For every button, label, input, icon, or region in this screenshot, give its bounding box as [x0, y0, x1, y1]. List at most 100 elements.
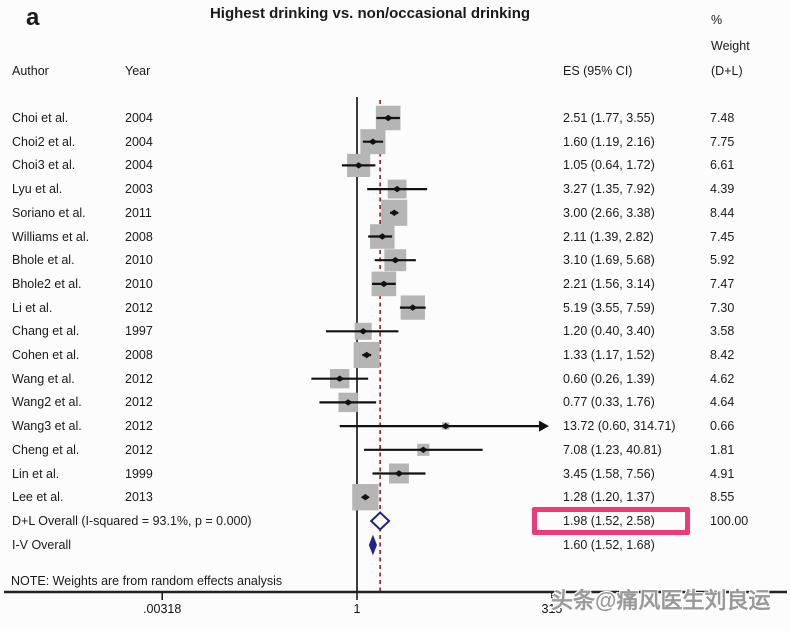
- overall-es-ci: 1.60 (1.52, 1.68): [563, 538, 655, 552]
- study-year: 2012: [125, 442, 153, 457]
- study-year: 2004: [125, 158, 153, 173]
- point-estimate-marker: [354, 162, 364, 169]
- overall-es-ci: 1.98 (1.52, 2.58): [563, 514, 655, 528]
- overall-label: D+L Overall (I-squared = 93.1%, p = 0.00…: [12, 514, 252, 528]
- overall-diamond: [369, 511, 391, 531]
- study-es-ci: 3.10 (1.69, 5.68): [563, 253, 655, 268]
- study-year: 2004: [125, 111, 153, 125]
- point-estimate-marker: [383, 114, 393, 122]
- x-axis-tick-label: 1: [354, 602, 361, 616]
- study-weight: 0.66: [710, 419, 735, 434]
- point-estimate-marker: [394, 470, 404, 477]
- column-header-author: Author: [12, 64, 49, 78]
- study-es-ci: 13.72 (0.60, 314.71): [563, 419, 676, 434]
- study-weight: 7.30: [710, 300, 735, 315]
- study-author: Cheng et al.: [12, 442, 80, 457]
- study-weight: 8.55: [710, 490, 735, 505]
- study-year: 1997: [125, 324, 153, 339]
- study-year: 2010: [125, 253, 153, 268]
- study-es-ci: 0.60 (0.26, 1.39): [563, 371, 655, 386]
- study-weight: 7.75: [710, 134, 735, 149]
- study-weight: 3.58: [710, 324, 735, 339]
- point-estimate-marker: [362, 351, 372, 359]
- study-author: Williams et al.: [12, 229, 90, 244]
- study-author: Lin et al.: [12, 466, 60, 481]
- point-estimate-marker: [335, 375, 345, 382]
- study-weight: 5.92: [710, 253, 735, 268]
- study-author: Choi et al.: [12, 111, 69, 125]
- study-weight: 4.39: [710, 182, 735, 197]
- study-author: Bhole et al.: [12, 253, 75, 268]
- study-weight: 1.81: [710, 442, 735, 457]
- study-es-ci: 1.33 (1.17, 1.52): [563, 348, 655, 362]
- panel-label: a: [26, 4, 40, 31]
- study-weight: 4.62: [710, 371, 735, 386]
- study-year: 2010: [125, 276, 153, 291]
- overall-diamond: [368, 534, 377, 556]
- study-year: 2012: [125, 395, 153, 410]
- study-weight: 4.64: [710, 395, 735, 410]
- study-year: 2008: [125, 348, 153, 362]
- study-weight: 7.48: [710, 111, 735, 125]
- study-author: Lyu et al.: [12, 182, 63, 197]
- study-author: Wang et al.: [12, 371, 75, 386]
- study-es-ci: 1.60 (1.19, 2.16): [563, 134, 655, 149]
- note-text: NOTE: Weights are from random effects an…: [11, 574, 283, 588]
- study-es-ci: 5.19 (3.55, 7.59): [563, 300, 655, 315]
- study-year: 2003: [125, 182, 153, 197]
- study-author: Wang3 et al.: [12, 419, 82, 434]
- column-header-percent: %: [711, 13, 723, 27]
- point-estimate-marker: [379, 280, 389, 288]
- point-estimate-marker: [392, 185, 402, 193]
- point-estimate-marker: [441, 422, 451, 430]
- point-estimate-marker: [418, 446, 428, 453]
- point-estimate-marker: [360, 494, 370, 501]
- study-weight: 7.45: [710, 229, 735, 244]
- study-author: Bhole2 et al.: [12, 276, 82, 291]
- study-author: Lee et al.: [12, 490, 64, 505]
- study-es-ci: 7.08 (1.23, 40.81): [563, 442, 662, 457]
- study-author: Cohen et al.: [12, 348, 80, 362]
- study-es-ci: 0.77 (0.33, 1.76): [563, 395, 655, 410]
- point-estimate-marker: [368, 138, 378, 145]
- study-author: Wang2 et al.: [12, 395, 82, 410]
- study-author: Choi2 et al.: [12, 134, 76, 149]
- x-axis-tick-label: 315: [541, 602, 562, 616]
- study-author: Choi3 et al.: [12, 158, 76, 173]
- study-es-ci: 1.28 (1.20, 1.37): [563, 490, 655, 505]
- study-year: 2008: [125, 229, 153, 244]
- x-axis-tick-label: .00318: [143, 602, 181, 616]
- study-es-ci: 1.05 (0.64, 1.72): [563, 158, 655, 173]
- column-header-es-ci: ES (95% CI): [563, 64, 633, 78]
- study-es-ci: 2.21 (1.56, 3.14): [563, 276, 655, 291]
- study-weight: 6.61: [710, 158, 735, 173]
- study-year: 2004: [125, 134, 153, 149]
- point-estimate-marker: [408, 304, 418, 311]
- study-author: Chang et al.: [12, 324, 80, 339]
- study-weight: 8.42: [710, 348, 735, 362]
- study-year: 2012: [125, 300, 153, 315]
- point-estimate-marker: [390, 257, 400, 264]
- study-weight: 4.91: [710, 466, 735, 481]
- truncation-arrow-icon: [539, 420, 549, 432]
- point-estimate-marker: [389, 209, 399, 216]
- study-year: 2013: [125, 490, 153, 505]
- overall-label: I-V Overall: [12, 538, 72, 552]
- study-es-ci: 3.27 (1.35, 7.92): [563, 182, 655, 197]
- watermark-text: 头条@痛风医生刘良运: [551, 588, 771, 613]
- point-estimate-marker: [358, 328, 368, 335]
- study-author: Li et al.: [12, 300, 53, 315]
- column-header-year: Year: [125, 64, 151, 78]
- point-estimate-marker: [377, 233, 387, 240]
- point-estimate-marker: [343, 399, 353, 406]
- study-author: Soriano et al.: [12, 205, 86, 220]
- study-year: 2012: [125, 371, 153, 386]
- overall-weight: 100.00: [710, 514, 749, 528]
- study-year: 2011: [125, 205, 152, 220]
- study-year: 1999: [125, 466, 153, 481]
- column-header-weight: Weight: [711, 39, 750, 53]
- study-weight: 7.47: [710, 276, 735, 291]
- study-es-ci: 3.45 (1.58, 7.56): [563, 466, 655, 481]
- column-header-dl: (D+L): [711, 64, 743, 78]
